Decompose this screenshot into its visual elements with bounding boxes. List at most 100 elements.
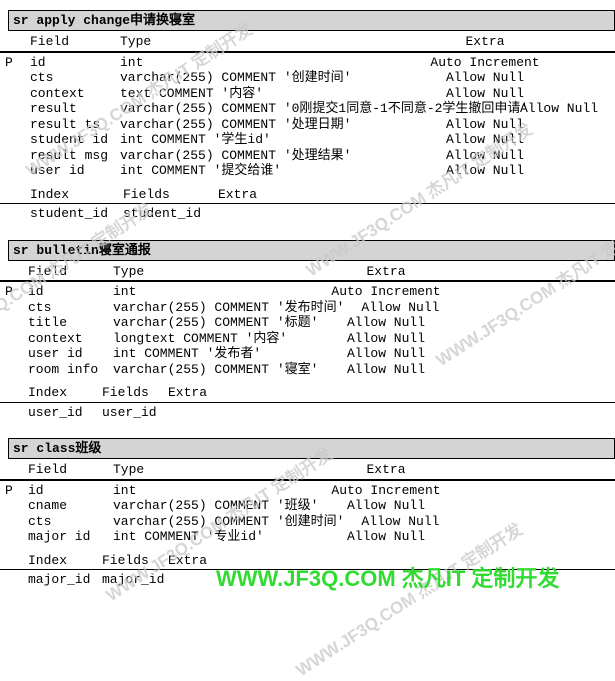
index-fields-header: Fields (123, 186, 170, 202)
pk-column-spacer (5, 462, 28, 478)
index-column-header: Index (28, 385, 68, 400)
primary-key-marker (5, 514, 28, 530)
field-type: varchar(255) COMMENT '寝室' (113, 361, 319, 377)
field-type: int COMMENT '发布者' (113, 346, 262, 361)
field-name: result ts (30, 116, 101, 132)
field-type: int (120, 54, 144, 70)
field-type: varchar(255) COMMENT '处理结果' (120, 147, 352, 163)
field-row: context longtext COMMENT '内容' Allow Null (0, 331, 615, 347)
field-type: int COMMENT '专业id' (113, 529, 264, 544)
field-name: cts (28, 513, 52, 529)
index-extra-header: Extra (168, 552, 208, 568)
field-row: user id int COMMENT '提交给谁' Allow Null (0, 163, 615, 179)
index-fields-header: Fields (102, 552, 149, 568)
index-header-row: Index Fields Extra (0, 553, 615, 569)
primary-key-marker (5, 362, 28, 378)
field-name: result (30, 101, 77, 116)
extra-column-header: Extra (366, 263, 406, 279)
index-fields: user_id (102, 404, 157, 420)
index-row: student_id student_id (0, 206, 615, 222)
field-row: room info varchar(255) COMMENT '寝室' Allow … (0, 362, 615, 378)
field-name: room info (28, 361, 99, 377)
index-divider (0, 203, 615, 204)
field-type: text COMMENT '内容' (120, 85, 264, 101)
index-fields: student_id (123, 206, 202, 221)
field-name: cts (30, 70, 54, 85)
field-row: result msg varchar(255) COMMENT '处理结果' All… (0, 148, 615, 164)
field-extra: Allow Null (346, 346, 425, 361)
field-type: longtext COMMENT '内容' (113, 330, 288, 346)
field-extra: Allow Null (445, 85, 524, 101)
column-header-row: Field Type Extra (0, 34, 615, 50)
field-extra: Allow Null (445, 116, 524, 132)
type-column-header: Type (113, 462, 145, 477)
section-gap (0, 377, 615, 385)
field-name: major id (28, 529, 91, 544)
primary-key-marker (5, 70, 30, 86)
index-column-header: Index (28, 552, 68, 568)
index-divider (0, 401, 615, 403)
field-name: cname (28, 498, 68, 513)
table-title: sr class班级 (13, 441, 102, 456)
field-type: int COMMENT '学生id' (120, 132, 271, 147)
index-row: user_id user_id (0, 405, 615, 421)
index-row: major_id major_id (0, 572, 615, 588)
field-row: title varchar(255) COMMENT '标题' Allow Null (0, 315, 615, 331)
field-name: id (28, 482, 44, 498)
header-divider (0, 478, 615, 481)
section-gap (0, 179, 615, 187)
field-row: major id int COMMENT '专业id' Allow Null (0, 529, 615, 545)
primary-key-marker (5, 148, 30, 164)
field-type: int (113, 482, 137, 498)
primary-key-marker: P (5, 284, 13, 299)
index-header-row: Index Fields Extra (0, 187, 615, 203)
field-row: cts varchar(255) COMMENT '创建时间' Allow Null (0, 70, 615, 86)
field-column-header: Field (28, 462, 68, 477)
field-type: varchar(255) COMMENT '标题' (113, 315, 319, 330)
field-row: context text COMMENT '内容' Allow Null (0, 86, 615, 102)
index-name: user_id (28, 404, 83, 420)
primary-key-marker (5, 498, 28, 514)
field-type: varchar(255) COMMENT '0刚提交1同意-1不同意-2学生撤回… (120, 101, 529, 116)
field-name: title (28, 315, 68, 330)
field-column-header: Field (30, 34, 70, 49)
field-row: student id int COMMENT '学生id' Allow Null (0, 132, 615, 148)
field-type: int (113, 284, 137, 299)
index-divider (0, 569, 615, 570)
header-divider (0, 50, 615, 53)
primary-key-marker (5, 315, 28, 331)
primary-key-marker (5, 331, 28, 347)
column-header-row: Field Type Extra (0, 264, 615, 280)
table-title: sr apply change申请换寝室 (13, 13, 196, 28)
column-header-row: Field Type Extra (0, 462, 615, 478)
primary-key-marker (5, 346, 28, 362)
field-name: context (30, 85, 85, 101)
field-extra: Auto Increment (331, 482, 441, 498)
field-name: user id (30, 163, 85, 178)
field-row: cname varchar(255) COMMENT '班级' Allow Null (0, 498, 615, 514)
table-title-bar: sr class班级 (8, 438, 615, 459)
primary-key-marker (5, 132, 30, 148)
field-extra: Allow Null (445, 70, 524, 85)
field-row: cts varchar(255) COMMENT '发布时间' Allow Null (0, 300, 615, 316)
field-type: int COMMENT '提交给谁' (120, 163, 282, 178)
field-extra: Allow Null (519, 101, 598, 116)
field-name: id (28, 284, 44, 299)
extra-column-header: Extra (465, 34, 505, 49)
field-name: context (28, 330, 83, 346)
pk-column-spacer (5, 34, 30, 50)
field-extra: Allow Null (346, 529, 425, 544)
primary-key-marker (5, 163, 30, 179)
field-row: result varchar(255) COMMENT '0刚提交1同意-1不同意… (0, 101, 615, 117)
primary-key-marker (5, 117, 30, 133)
primary-key-marker: P (5, 54, 13, 70)
extra-column-header: Extra (366, 462, 406, 477)
field-extra: Allow Null (346, 315, 425, 330)
primary-key-marker (5, 300, 28, 316)
primary-key-marker (5, 86, 30, 102)
